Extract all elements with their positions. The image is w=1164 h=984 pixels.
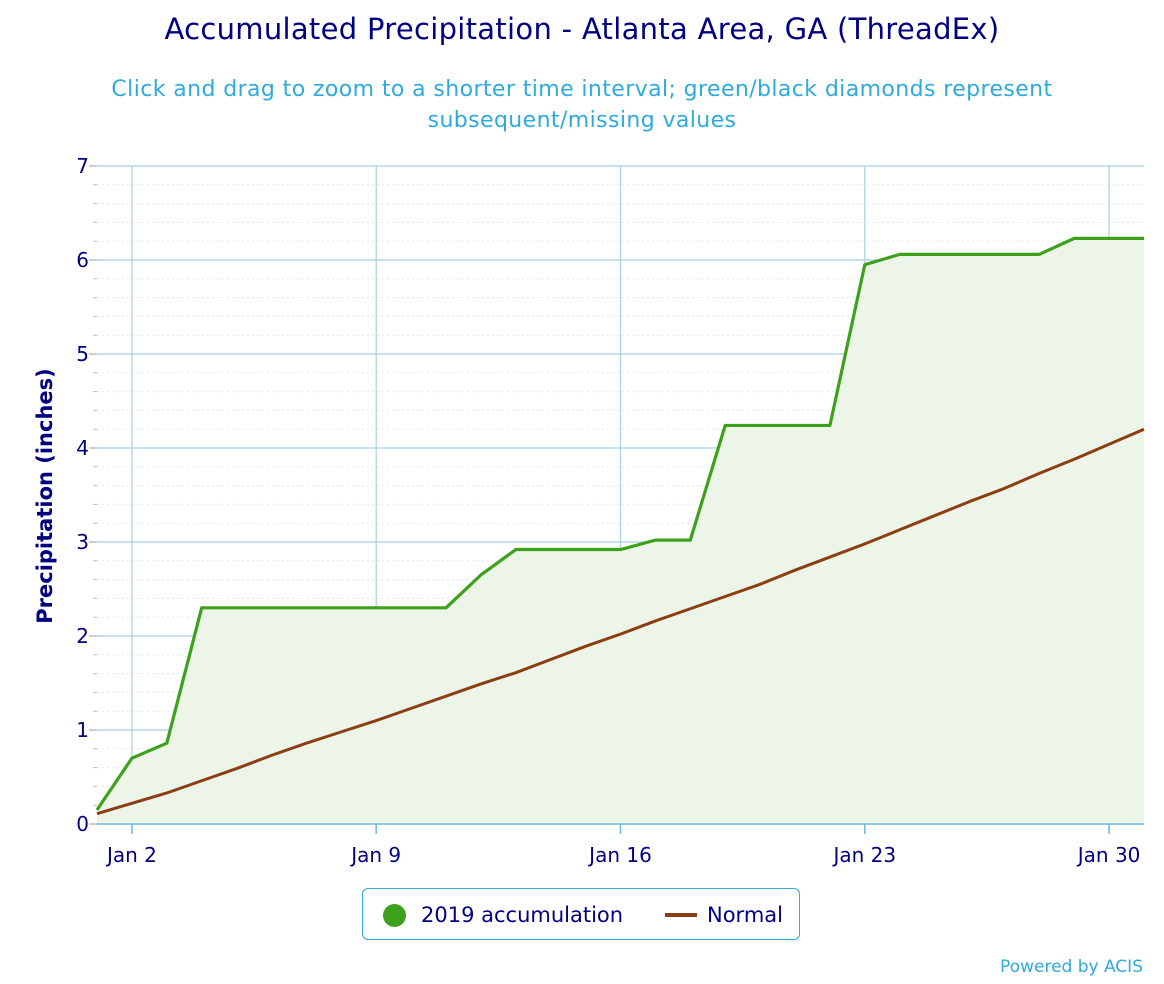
data-point-normal xyxy=(898,528,902,532)
legend-marker-2019-icon xyxy=(383,903,406,927)
y-tick-label: 5 xyxy=(76,342,89,366)
y-tick-label: 1 xyxy=(76,718,89,742)
x-tick-label: Jan 2 xyxy=(105,843,157,867)
data-point-2019 xyxy=(933,252,937,256)
data-point-2019 xyxy=(374,606,378,610)
data-point-normal xyxy=(758,582,762,586)
data-point-2019 xyxy=(653,538,657,542)
y-axis-title: Precipitation (inches) xyxy=(33,368,57,624)
data-point-normal xyxy=(1002,486,1006,490)
data-point-2019 xyxy=(968,252,972,256)
chart-subtitle: Click and drag to zoom to a shorter time… xyxy=(111,77,1053,133)
data-point-normal xyxy=(688,607,692,611)
series-line-normal xyxy=(96,427,1145,816)
data-point-normal xyxy=(619,632,623,636)
data-point-2019 xyxy=(619,548,623,552)
data-point-2019 xyxy=(1142,236,1146,240)
x-tick-label: Jan 23 xyxy=(831,843,896,867)
data-point-2019 xyxy=(1037,252,1041,256)
data-point-2019 xyxy=(758,423,762,427)
data-point-normal xyxy=(514,671,518,675)
data-point-normal xyxy=(584,644,588,648)
chart-title: Accumulated Precipitation - Atlanta Area… xyxy=(164,12,1000,46)
credits-link[interactable]: Powered by ACIS xyxy=(1000,957,1143,977)
data-point-2019 xyxy=(235,606,239,610)
data-point-normal xyxy=(165,791,169,795)
data-point-normal xyxy=(95,812,99,816)
data-point-2019 xyxy=(270,606,274,610)
data-point-2019 xyxy=(165,741,169,745)
x-tick-label: Jan 30 xyxy=(1076,843,1141,867)
data-point-2019 xyxy=(1002,252,1006,256)
data-point-normal xyxy=(933,514,937,518)
data-point-normal xyxy=(130,801,134,805)
legend: 2019 accumulation Normal xyxy=(362,888,800,940)
data-point-normal xyxy=(1072,457,1076,461)
y-tick-label: 6 xyxy=(76,248,89,272)
data-point-2019 xyxy=(95,808,99,812)
y-tick-label: 3 xyxy=(76,530,89,554)
area-2019-accumulation xyxy=(97,238,1144,824)
legend-label-normal: Normal xyxy=(707,903,783,927)
legend-label-2019: 2019 accumulation xyxy=(421,903,624,927)
x-tick-label: Jan 9 xyxy=(349,843,401,867)
data-point-normal xyxy=(200,779,204,783)
data-point-2019 xyxy=(130,756,134,760)
series-layer xyxy=(95,236,1146,824)
data-point-normal xyxy=(1107,442,1111,446)
y-tick-label: 2 xyxy=(76,624,89,648)
series-line-2019-accumulation xyxy=(95,236,1144,811)
data-point-normal xyxy=(723,595,727,599)
data-point-2019 xyxy=(793,423,797,427)
data-point-normal xyxy=(374,719,378,723)
data-point-normal xyxy=(304,741,308,745)
data-point-2019 xyxy=(339,606,343,610)
data-point-normal xyxy=(339,730,343,734)
data-point-normal xyxy=(828,555,832,559)
data-point-2019 xyxy=(898,252,902,256)
data-point-2019 xyxy=(828,423,832,427)
data-point-2019 xyxy=(409,606,413,610)
x-tick-label: Jan 16 xyxy=(587,843,652,867)
data-point-2019 xyxy=(444,606,448,610)
data-point-2019 xyxy=(863,263,867,267)
axes: 0 1 2 3 4 5 6 7 Jan 2 Jan 9 Jan 16 Jan 23 Jan 30 xyxy=(76,154,1144,867)
data-point-2019 xyxy=(723,423,727,427)
data-point-2019 xyxy=(1107,236,1111,240)
data-point-normal xyxy=(1037,471,1041,475)
data-point-2019 xyxy=(479,573,483,577)
data-point-2019 xyxy=(584,548,588,552)
data-point-normal xyxy=(549,658,553,662)
data-point-normal xyxy=(444,694,448,698)
legend-item-normal[interactable]: Normal xyxy=(665,889,783,941)
y-tick-label: 7 xyxy=(76,154,89,178)
legend-item-2019-accumulation[interactable]: 2019 accumulation xyxy=(383,889,623,941)
y-tick-label: 0 xyxy=(76,812,89,836)
data-point-normal xyxy=(1142,427,1146,431)
data-point-2019 xyxy=(549,548,553,552)
data-point-2019 xyxy=(688,538,692,542)
data-point-2019 xyxy=(200,606,204,610)
y-tick-label: 4 xyxy=(76,436,89,460)
data-point-2019 xyxy=(1072,236,1076,240)
data-point-normal xyxy=(653,619,657,623)
data-point-normal xyxy=(793,568,797,572)
data-point-normal xyxy=(968,500,972,504)
data-point-2019 xyxy=(304,606,308,610)
data-point-normal xyxy=(409,706,413,710)
legend-marker-normal-icon xyxy=(665,913,697,917)
data-point-normal xyxy=(235,767,239,771)
data-point-2019 xyxy=(514,548,518,552)
data-point-normal xyxy=(270,753,274,757)
data-point-normal xyxy=(479,682,483,686)
data-point-normal xyxy=(863,542,867,546)
